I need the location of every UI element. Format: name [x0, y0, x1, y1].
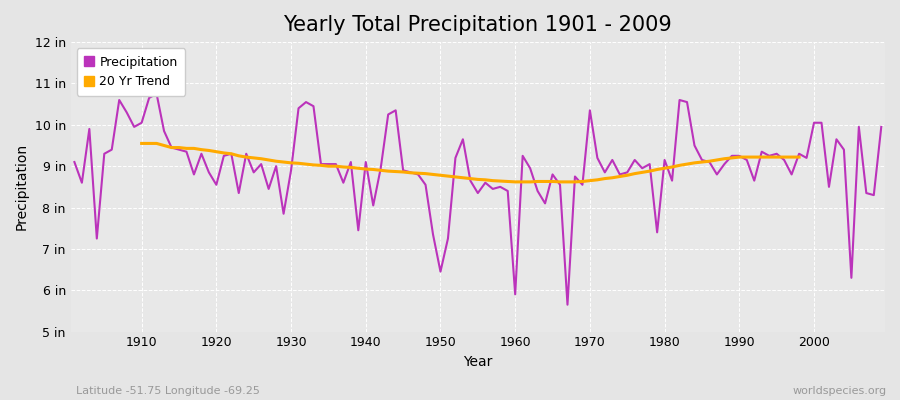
- Text: Latitude -51.75 Longitude -69.25: Latitude -51.75 Longitude -69.25: [76, 386, 260, 396]
- Text: worldspecies.org: worldspecies.org: [792, 386, 886, 396]
- Y-axis label: Precipitation: Precipitation: [15, 143, 29, 230]
- Title: Yearly Total Precipitation 1901 - 2009: Yearly Total Precipitation 1901 - 2009: [284, 15, 672, 35]
- Legend: Precipitation, 20 Yr Trend: Precipitation, 20 Yr Trend: [76, 48, 185, 96]
- X-axis label: Year: Year: [464, 355, 492, 369]
